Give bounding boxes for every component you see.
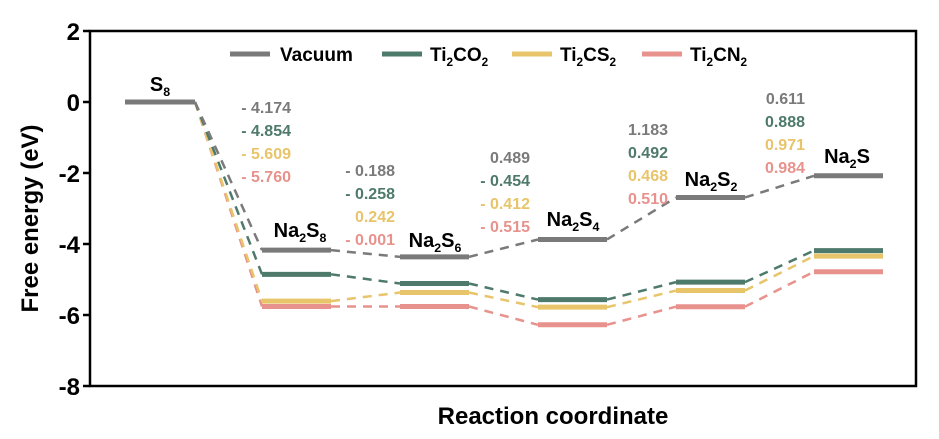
step-energy-ti2cs2-3: - 0.412 [480, 196, 530, 213]
series-ti2cs2 [125, 99, 883, 310]
step-energy-ti2cn2-1: - 5.760 [241, 169, 291, 186]
connector-vacuum-4 [606, 196, 677, 241]
y-axis-title: Free energy (eV) [17, 124, 44, 312]
legend-item-ti2cn2: Ti2CN2 [642, 45, 748, 69]
step-energy-ti2cn2-2: - 0.001 [345, 232, 395, 249]
connector-ti2co2-2 [330, 273, 401, 285]
species-label-na2s2: Na2S2 [685, 169, 738, 194]
step-energy-ti2cn2-5: 0.984 [765, 160, 805, 177]
x-axis-title: Reaction coordinate [438, 403, 669, 430]
y-tick-label: 0 [67, 90, 80, 117]
step-energy-ti2cs2-2: 0.242 [355, 209, 395, 226]
step-energy-ti2co2-2: - 0.258 [345, 186, 395, 203]
connector-ti2cn2-5 [744, 270, 815, 308]
connector-ti2co2-5 [744, 249, 815, 284]
species-label-na2s8: Na2S8 [274, 220, 327, 245]
connector-ti2cs2-3 [468, 291, 539, 309]
connector-ti2co2-4 [606, 280, 677, 301]
connector-ti2cn2-3 [468, 305, 539, 327]
legend-label: Ti2CO2 [430, 45, 489, 69]
connector-ti2cs2-2 [330, 291, 401, 303]
y-tick-label: -8 [59, 374, 80, 401]
y-tick-label: 2 [67, 19, 80, 46]
connector-ti2cs2-5 [744, 254, 815, 292]
connector-ti2co2-3 [468, 282, 539, 301]
step-energy-vacuum-1: - 4.174 [241, 100, 291, 117]
step-energy-ti2co2-3: - 0.454 [480, 173, 530, 190]
y-tick-label: -4 [59, 232, 81, 259]
connector-vacuum-5 [744, 174, 815, 199]
series-vacuum [125, 99, 883, 260]
step-energy-ti2co2-1: - 4.854 [241, 123, 291, 140]
legend-label: Ti2CS2 [560, 45, 617, 69]
connector-ti2cs2-4 [606, 289, 677, 309]
step-energy-ti2cn2-4: 0.510 [628, 191, 668, 208]
connector-vacuum-1 [193, 101, 264, 251]
step-energy-ti2cs2-4: 0.468 [628, 168, 668, 185]
step-energy-ti2co2-5: 0.888 [765, 114, 805, 131]
legend-item-ti2cs2: Ti2CS2 [512, 45, 617, 69]
step-energy-ti2cs2-1: - 5.609 [241, 146, 291, 163]
step-energy-vacuum-5: 0.611 [766, 91, 805, 108]
connector-ti2cn2-4 [606, 305, 677, 327]
legend-item-vacuum: Vacuum [230, 45, 353, 66]
legend-label: Vacuum [280, 45, 353, 66]
step-energy-vacuum-3: 0.489 [490, 150, 530, 167]
species-label-na2s: Na2S [824, 146, 870, 171]
connector-ti2cs2-1 [193, 101, 264, 302]
connector-vacuum-2 [330, 248, 401, 259]
step-energy-ti2cs2-5: 0.971 [765, 137, 805, 154]
y-tick-label: -2 [59, 161, 80, 188]
species-label-na2s6: Na2S6 [409, 230, 462, 255]
species-label-na2s4: Na2S4 [547, 209, 600, 234]
species-label-s8: S8 [150, 74, 170, 99]
step-energy-ti2co2-4: 0.492 [628, 145, 668, 162]
y-tick-label: -6 [59, 303, 80, 330]
connector-vacuum-3 [468, 238, 539, 259]
step-energy-ti2cn2-3: - 0.515 [480, 219, 530, 236]
step-energy-vacuum-4: 1.183 [628, 122, 668, 139]
legend-label: Ti2CN2 [690, 45, 748, 69]
legend-item-ti2co2: Ti2CO2 [382, 45, 489, 69]
step-energy-vacuum-2: - 0.188 [345, 163, 395, 180]
plot-frame [88, 29, 918, 388]
